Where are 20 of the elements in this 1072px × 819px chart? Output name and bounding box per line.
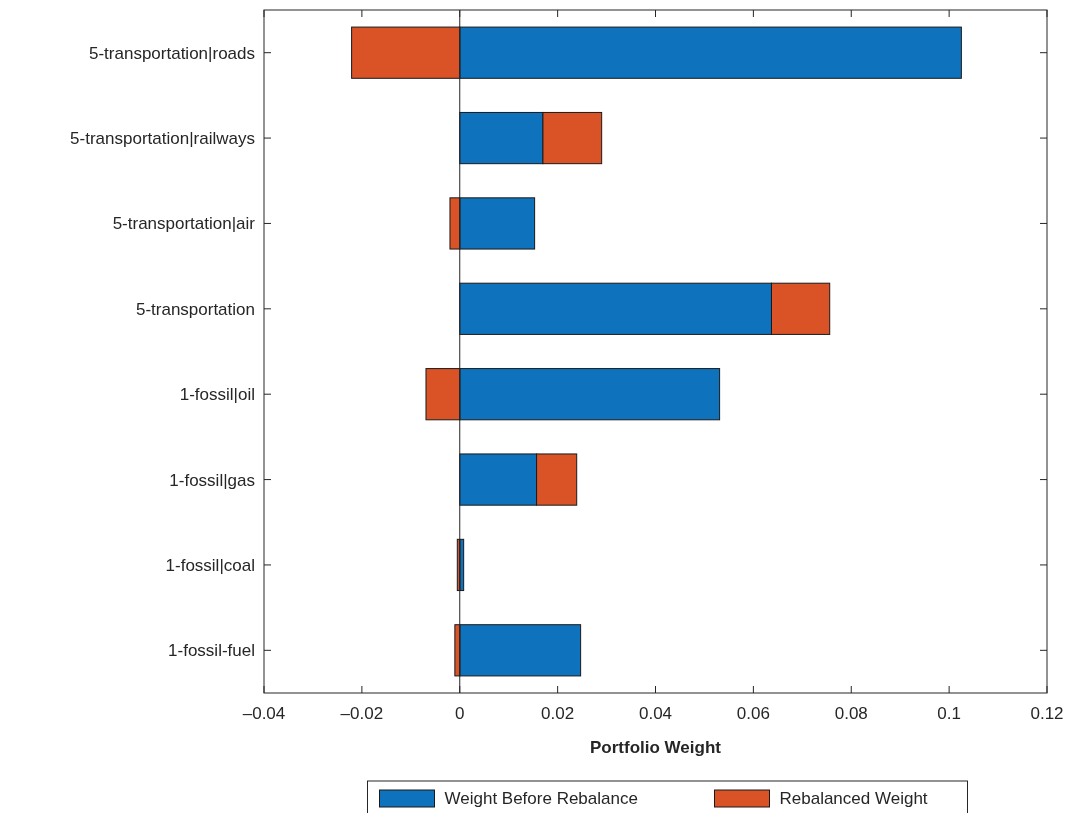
x-tick-label: 0.1 xyxy=(937,704,961,723)
y-tick-label: 5-transportation|roads xyxy=(88,43,255,63)
y-tick-label: 1-fossil|oil xyxy=(179,385,255,405)
y-tick-label: 5-transportation xyxy=(135,299,255,319)
x-tick-label: 0 xyxy=(455,704,465,723)
x-tick-label: 0.06 xyxy=(736,704,770,723)
legend-label: Rebalanced Weight xyxy=(779,788,928,808)
x-tick-label: 0.02 xyxy=(541,704,575,723)
x-axis-title: Portfolio Weight xyxy=(590,738,722,757)
x-tick-label: 0.04 xyxy=(638,704,673,723)
x-tick-label: –0.02 xyxy=(340,704,384,723)
y-tick-label: 5-transportation|railways xyxy=(70,129,255,149)
y-tick-label: 1-fossil|gas xyxy=(169,470,255,490)
y-tick-label: 1-fossil-fuel xyxy=(168,641,255,661)
y-tick-label: 5-transportation|air xyxy=(112,214,256,234)
x-tick-label: –0.04 xyxy=(242,704,286,723)
legend-label: Weight Before Rebalance xyxy=(444,788,638,808)
y-tick-label: 1-fossil|coal xyxy=(165,555,255,575)
x-tick-label: 0.08 xyxy=(834,704,868,723)
x-tick-label: 0.12 xyxy=(1030,704,1064,723)
